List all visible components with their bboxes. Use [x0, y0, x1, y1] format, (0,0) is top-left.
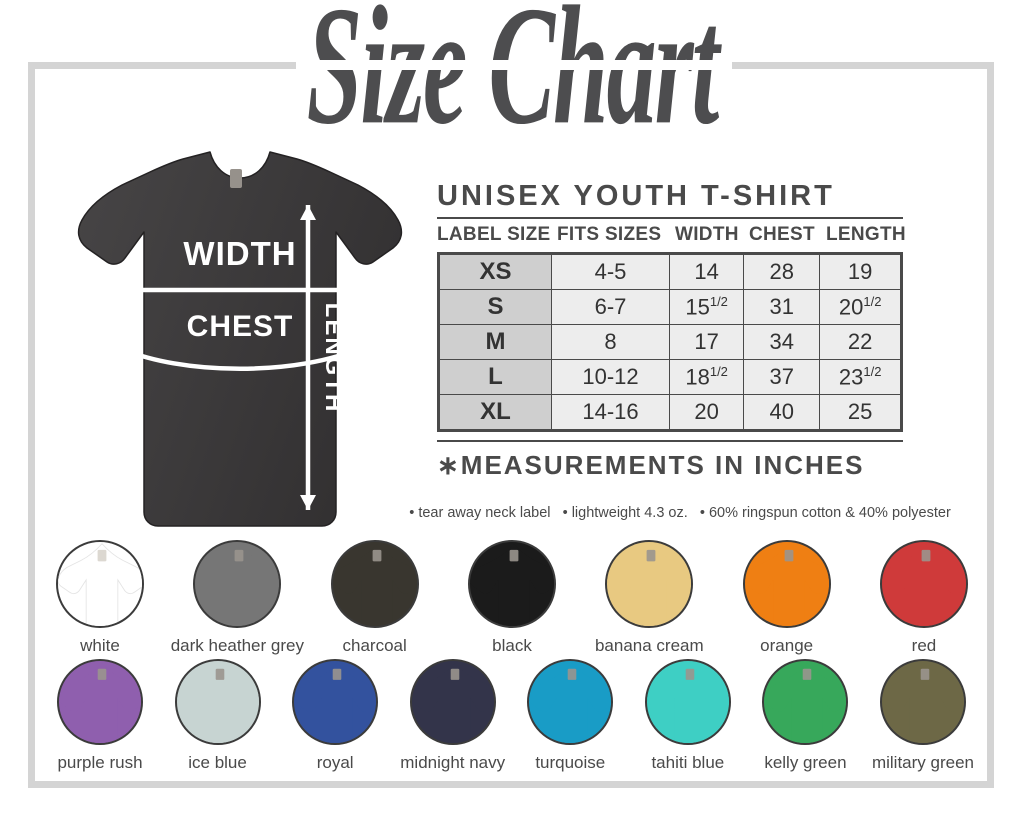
svg-text:LENGTH: LENGTH	[320, 303, 347, 414]
svg-text:Size Chart: Size Chart	[307, 0, 723, 140]
svg-text:WIDTH: WIDTH	[183, 235, 296, 272]
svg-text:CHEST: CHEST	[187, 310, 294, 343]
